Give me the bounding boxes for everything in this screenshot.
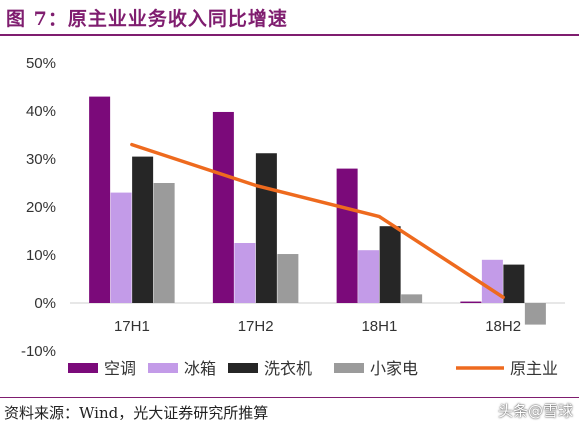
bar-xiyiji (132, 156, 154, 303)
bar-kongtiao (212, 111, 234, 304)
x-tick-label: 18H2 (485, 318, 521, 335)
figure-title: 图 7：原主业业务收入同比增速 (6, 8, 288, 30)
legend-swatch-kongtiao (68, 363, 98, 373)
bar-xiaojiadian (524, 303, 546, 325)
legend-swatch-bingxiang (148, 363, 178, 373)
y-tick-label: 50% (26, 55, 56, 72)
y-tick-label: 10% (26, 247, 56, 264)
line-series (130, 142, 505, 299)
bar-xiyiji (503, 264, 525, 303)
legend-swatch-xiyiji (228, 363, 258, 373)
y-tick-label: 40% (26, 103, 56, 120)
x-tick-label: 18H1 (361, 318, 397, 335)
y-tick-label: 30% (26, 151, 56, 168)
bar-xiyiji (255, 153, 277, 303)
legend-label-kongtiao: 空调 (104, 359, 136, 378)
bar-xiaojiadian (401, 294, 423, 303)
bar-xiaojiadian (153, 183, 175, 303)
y-tick-label: 20% (26, 199, 56, 216)
legend-label-yuanzhuye: 原主业 (510, 359, 558, 378)
bar-xiyiji (379, 226, 401, 303)
y-axis-ticks: -10% 0% 10% 20% 30% 40% 50% (21, 55, 56, 360)
watermark: 头条@雪球 (497, 402, 573, 420)
bar-bingxiang (358, 250, 380, 303)
source-note: 资料来源：Wind，光大证券研究所推算 (4, 404, 269, 422)
line-yuanzhuye (130, 142, 505, 299)
legend-label-bingxiang: 冰箱 (184, 359, 216, 378)
title-rule (0, 34, 579, 36)
bar-bingxiang (234, 243, 256, 303)
y-tick-label: 0% (34, 295, 56, 312)
legend-label-xiyiji: 洗衣机 (264, 359, 312, 378)
source-rule (0, 397, 579, 398)
bar-bingxiang (110, 192, 132, 303)
bar-kongtiao (89, 96, 111, 303)
legend-label-xiaojiadian: 小家电 (370, 359, 418, 378)
x-axis-ticks: 17H1 17H2 18H1 18H2 (114, 318, 521, 335)
bar-kongtiao (336, 168, 358, 303)
legend: 空调 冰箱 洗衣机 小家电 原主业 (68, 359, 558, 378)
legend-swatch-xiaojiadian (334, 363, 364, 373)
bars (89, 96, 546, 325)
bar-xiaojiadian (277, 254, 299, 303)
x-tick-label: 17H1 (114, 318, 150, 335)
bar-kongtiao (460, 301, 482, 303)
x-tick-label: 17H2 (238, 318, 274, 335)
y-tick-label: -10% (21, 343, 56, 360)
